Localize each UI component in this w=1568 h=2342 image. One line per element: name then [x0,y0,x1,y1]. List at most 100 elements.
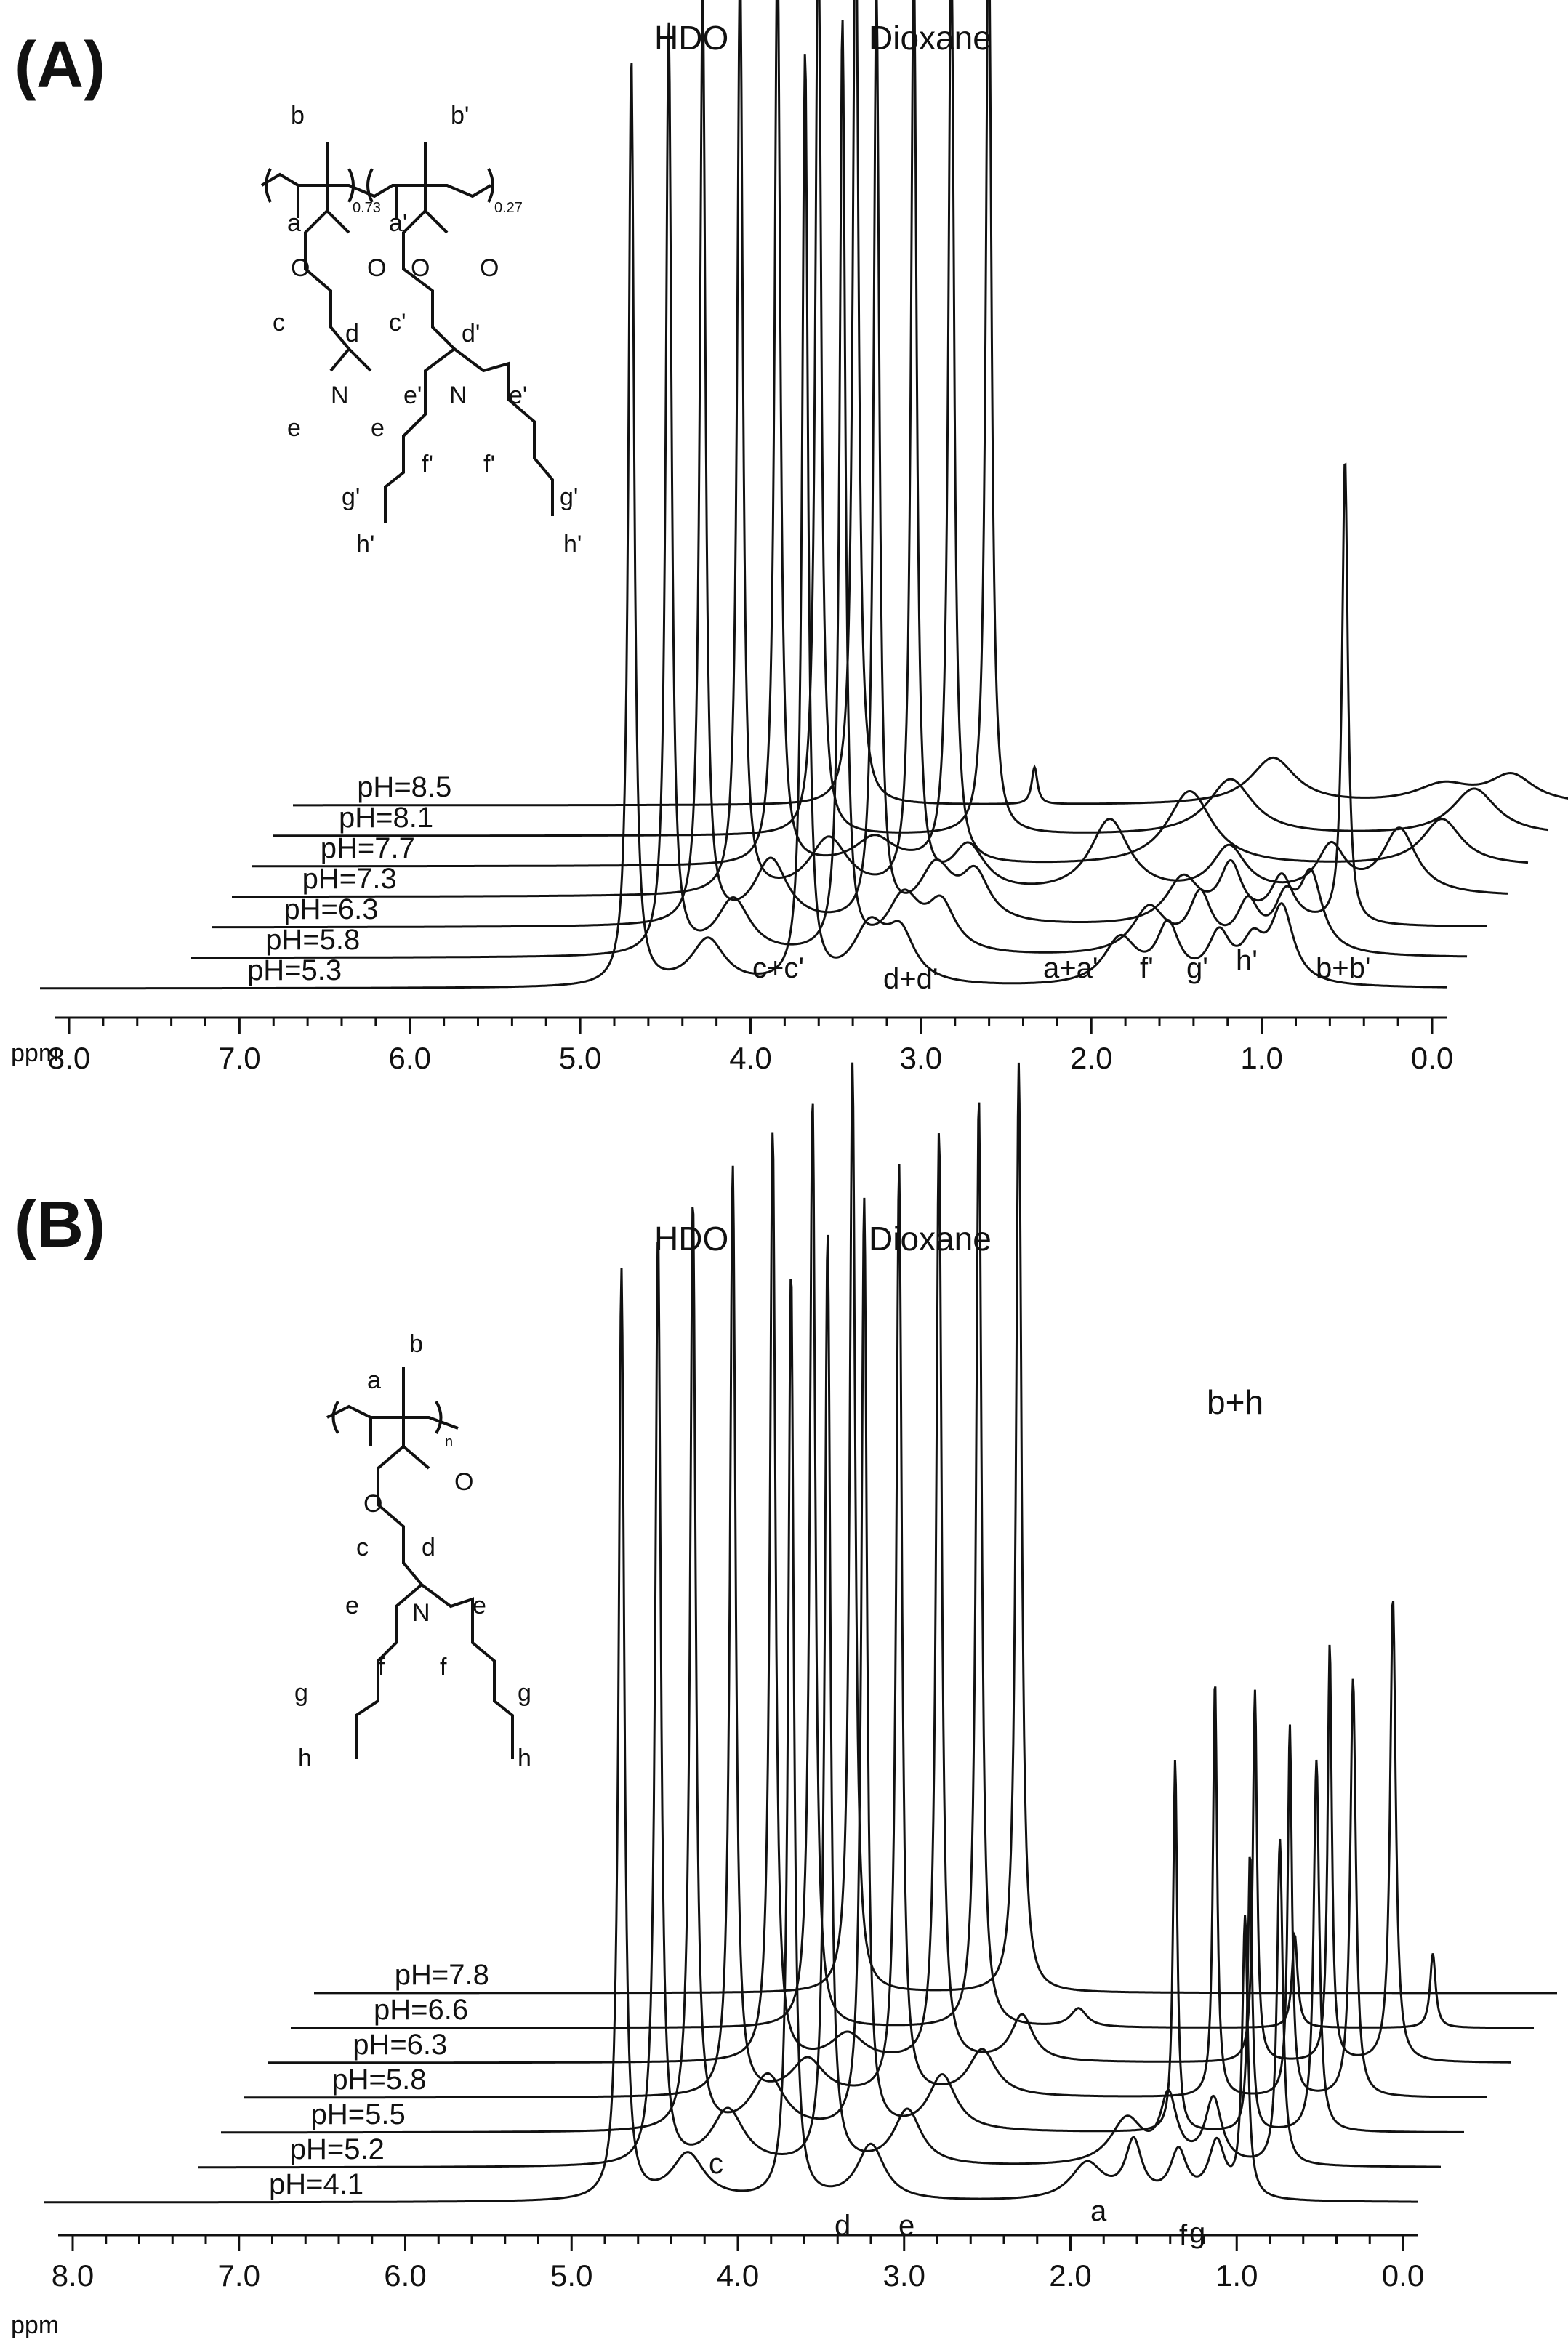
panel-a-tick-label-0: 8.0 [48,1041,90,1075]
panel-a-trace-label-1: pH=5.3 [247,954,342,986]
panel-a-hdo-label: HDO [654,19,728,57]
struct-a-label-f-prime2: f' [483,451,495,478]
panel-b-tick-label-2: 6.0 [384,2258,426,2293]
panel-b-x-axis: 8.0 7.0 6.0 5.0 4.0 3.0 2.0 1.0 0.0 [52,2234,1424,2293]
panel-b-trace-7 [314,1062,1557,1995]
panel-a-trace-label-3: pH=6.3 [284,893,378,925]
struct-a-label-e1: e [287,414,301,442]
struct-a-label-o4: O [480,254,499,282]
struct-a-label-o3: O [411,254,430,282]
panel-b-dioxane-label: Dioxane [869,1220,992,1257]
panel-b-trace-label-1: pH=4.1 [269,2168,363,2200]
panel-b-trace-labels: pH=4.1pH=5.2pH=5.5pH=5.8pH=6.3pH=6.6pH=7… [269,1959,489,2200]
struct-b-label-f1: f [378,1654,385,1681]
struct-a-label-h-prime2: h' [563,531,582,558]
struct-b-label-d: d [422,1534,435,1561]
panel-b-trace-label-7: pH=7.8 [395,1959,489,1991]
panel-a-tick-label-8: 0.0 [1411,1041,1453,1075]
struct-b-label-b: b [409,1330,423,1358]
panel-b-chemical-structure [326,1367,514,1759]
panel-a-tick-label-6: 2.0 [1070,1041,1112,1075]
panel-b-assign-e: e [898,2210,914,2242]
panel-a-trace-label-6: pH=8.1 [339,802,433,834]
panel-b-structure-labels: a b n O O c d N e e f f g g h h [294,1330,531,1772]
panel-b-tick-label-6: 2.0 [1049,2258,1091,2293]
panel-a-assignments: c+c' d+d' a+a' f' g' h' b+b' [752,945,1371,995]
struct-b-label-f2: f [440,1654,447,1681]
struct-a-label-d: d [345,320,359,347]
panel-b-trace-2 [198,1234,1441,2169]
panel-b-tick-label-8: 0.0 [1382,2258,1424,2293]
struct-a-label-g-prime1: g' [342,483,360,511]
struct-b-label-n: n [445,1434,453,1450]
struct-a-label-b: b [291,102,305,129]
panel-a-trace-4 [232,0,1508,898]
panel-a-axis-unit: ppm [11,1039,59,1067]
panel-a-trace-1 [40,54,1447,990]
panel-a-tick-label-4: 4.0 [729,1041,771,1075]
struct-a-label-n2: N [449,382,467,409]
panel-a-chemical-structure [260,142,554,523]
panel-b-trace-label-4: pH=5.8 [331,2064,426,2096]
panel-b-trace-label-3: pH=5.5 [311,2098,406,2130]
panel-a-x-axis: 8.0 7.0 6.0 5.0 4.0 3.0 2.0 1.0 0.0 [48,1016,1453,1075]
panel-b: (B) HDO Dioxane b+h a b n O O c d N e e … [11,1062,1557,2339]
struct-a-label-d-prime: d' [462,320,480,347]
panel-a-trace-label-4: pH=7.3 [302,863,397,895]
panel-b-axis-unit: ppm [11,2311,59,2339]
panel-a-trace-label-5: pH=7.7 [321,832,415,864]
panel-a-trace-5 [252,0,1529,868]
panel-a-tick-label-2: 6.0 [389,1041,431,1075]
struct-a-label-073: 0.73 [353,200,381,216]
panel-a-assign-h: h' [1236,945,1258,977]
panel-a-trace-label-2: pH=5.8 [265,924,360,956]
struct-b-label-g1: g [294,1679,308,1707]
panel-a-tick-label-3: 5.0 [559,1041,601,1075]
panel-a-tick-label-7: 1.0 [1240,1041,1282,1075]
struct-a-label-027: 0.27 [494,200,523,216]
panel-a-letter: (A) [15,29,105,102]
struct-a-label-b-prime: b' [451,102,469,129]
panel-a-tick-label-5: 3.0 [900,1041,942,1075]
panel-b-tick-label-7: 1.0 [1215,2258,1258,2293]
panel-b-bh-label: b+h [1207,1383,1263,1421]
struct-b-label-e2: e [473,1592,486,1619]
struct-a-label-e2: e [371,414,385,442]
struct-b-bonds [326,1367,514,1759]
struct-b-label-h2: h [518,1745,531,1772]
panel-b-trace-5 [268,1132,1511,2064]
panel-a-assign-g: g' [1186,952,1208,984]
struct-b-label-c: c [356,1534,369,1561]
struct-b-label-g2: g [518,1679,531,1707]
panel-a-trace-label-7: pH=8.5 [357,771,451,803]
struct-a-label-a: a [287,209,301,237]
struct-a-label-a-prime: a' [389,209,407,237]
panel-a-assign-bb: b+b' [1316,952,1371,984]
struct-b-label-nitrogen: N [412,1599,430,1627]
panel-a-trace-6 [273,0,1549,837]
struct-a-label-h-prime1: h' [356,531,374,558]
panel-b-assign-g: g [1189,2217,1205,2249]
struct-a-label-c-prime: c' [389,309,406,337]
panel-a-trace-labels: pH=5.3pH=5.8pH=6.3pH=7.3pH=7.7pH=8.1pH=8… [247,771,451,986]
panel-a-dioxane-label: Dioxane [869,19,992,57]
panel-b-trace-label-6: pH=6.6 [374,1994,468,2026]
panel-a-trace-7 [293,0,1568,807]
panel-b-trace-3 [221,1197,1464,2134]
struct-a-label-o1: O [291,254,310,282]
panel-b-assign-d: d [835,2210,851,2242]
struct-a-label-n1: N [331,382,349,409]
panel-b-letter: (B) [15,1188,105,1261]
struct-a-label-o2: O [367,254,386,282]
struct-a-label-e-prime1: e' [403,382,422,409]
panel-a-traces [40,0,1568,990]
struct-a-label-e-prime2: e' [509,382,527,409]
panel-b-assign-a: a [1090,2195,1107,2227]
struct-a-brackets [265,168,494,203]
struct-b-label-a: a [367,1367,381,1394]
struct-a-label-f-prime1: f' [422,451,433,478]
struct-b-label-o1: O [363,1490,382,1518]
panel-b-traces [44,1062,1557,2204]
struct-b-brackets [331,1400,443,1435]
